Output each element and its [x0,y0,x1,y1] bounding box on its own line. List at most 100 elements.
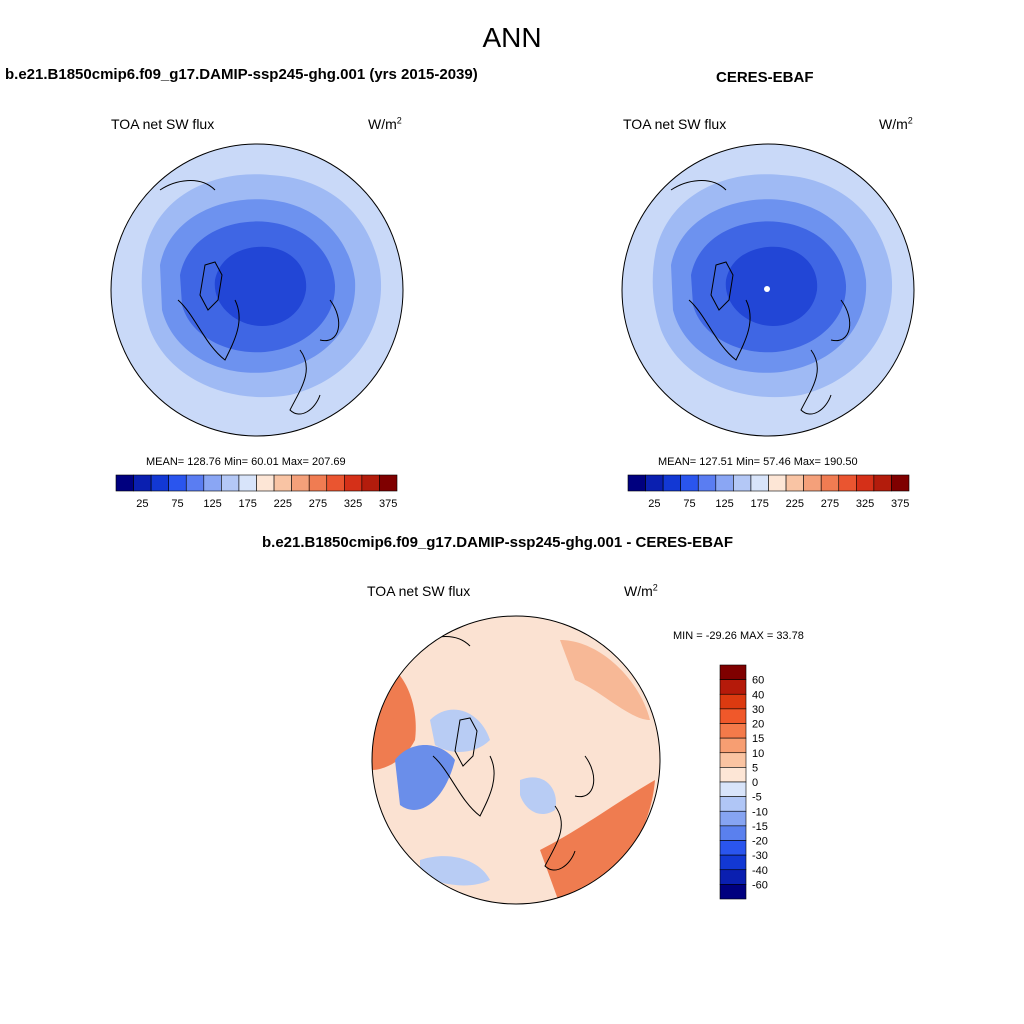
panel-3-variable-label: TOA net SW flux [367,583,471,599]
colorbar-tick-label: -40 [752,865,768,877]
colorbar-tick-label: 5 [752,762,758,774]
colorbar-swatch [719,884,747,900]
colorbar-tick-label: 10 [752,748,764,760]
colorbar-tick-label: -5 [752,792,762,804]
colorbar-swatch [873,474,892,492]
colorbar-panel-1 [115,474,398,492]
colorbar-swatch [291,474,310,492]
colorbar-tick-label: 175 [751,498,769,510]
panel-1-stats: MEAN= 128.76 Min= 60.01 Max= 207.69 [146,456,346,468]
colorbar-swatch [719,723,747,739]
main-title: ANN [482,22,542,53]
colorbar-swatch [379,474,398,492]
colorbar-tick-label: 40 [752,689,764,701]
colorbar-swatch [719,840,747,856]
colorbar-swatch [768,474,787,492]
colorbar-swatch [719,825,747,841]
colorbar-tick-label: 60 [752,675,764,687]
colorbar-tick-label: 25 [136,498,148,510]
colorbar-swatch [662,474,681,492]
colorbar-tick-label: 15 [752,733,764,745]
panel-3-stats: MIN = -29.26 MAX = 33.78 [673,630,804,642]
colorbar-tick-label: 275 [309,498,327,510]
colorbar-swatch [838,474,857,492]
colorbar-swatch [361,474,380,492]
colorbar-tick-label: 125 [715,498,733,510]
colorbar-swatch [115,474,134,492]
colorbar-swatch [719,854,747,871]
polar-map-difference [372,616,660,904]
polar-map-model [111,144,403,436]
colorbar-tick-label: 375 [379,498,397,510]
colorbar-tick-label: 0 [752,777,758,789]
colorbar-swatch [719,737,747,754]
colorbar-swatch [185,474,205,492]
colorbar-swatch [719,679,747,695]
colorbar-swatch [203,474,222,492]
panel-1-title: b.e21.B1850cmip6.f09_g17.DAMIP-ssp245-gh… [5,66,478,83]
panel-1-variable-label: TOA net SW flux [111,116,215,132]
panel-1-units: W/m2 [368,115,402,132]
colorbar-swatch [891,474,910,492]
map-2-boundary [621,143,915,437]
colorbar-swatch [733,474,752,492]
map-3-boundary [371,615,661,905]
colorbar-swatch [719,810,747,827]
colorbar-panel-3 [719,664,747,900]
panel-2-variable-label: TOA net SW flux [623,116,727,132]
map-1-boundary [110,143,404,437]
colorbar-swatch [697,474,717,492]
colorbar-swatch [719,752,747,768]
colorbar-panel-2 [627,474,910,492]
colorbar-tick-label: 325 [856,498,874,510]
panel-2-stats: MEAN= 127.51 Min= 57.46 Max= 190.50 [658,456,858,468]
colorbar-tick-label: 375 [891,498,909,510]
colorbar-swatch [273,474,292,492]
panel-2-units: W/m2 [879,115,913,132]
colorbar-swatch [150,474,169,492]
colorbar-tick-label: 275 [821,498,839,510]
panel-2-title: CERES-EBAF [716,69,814,86]
colorbar-swatch [238,474,257,492]
polar-map-observed [622,144,914,436]
colorbar-swatch [308,474,328,492]
colorbar-tick-label: 75 [683,498,695,510]
colorbar-tick-label: -30 [752,850,768,862]
colorbar-swatch [680,474,699,492]
colorbar-tick-label: 175 [239,498,257,510]
colorbar-swatch [168,474,187,492]
colorbar-panel-3-ticks: 60 40 30 20 15 10 5 0 -5 -10 -15 -20 -30 -40 -60 [752,675,768,892]
colorbar-tick-label: 25 [648,498,660,510]
colorbar-tick-label: -20 [752,836,768,848]
colorbar-tick-label: 30 [752,704,764,716]
colorbar-panel-2-ticks: 25 75 125 175 225 275 325 375 [648,498,909,510]
colorbar-swatch [719,664,747,680]
colorbar-swatch [645,474,664,492]
colorbar-swatch [719,693,747,710]
colorbar-tick-label: 325 [344,498,362,510]
colorbar-swatch [256,474,275,492]
colorbar-swatch [221,474,240,492]
colorbar-swatch [719,708,747,724]
colorbar-swatch [719,767,747,783]
colorbar-tick-label: 20 [752,719,764,731]
colorbar-swatch [344,474,363,492]
colorbar-swatch [820,474,840,492]
colorbar-swatch [803,474,822,492]
colorbar-swatch [719,796,747,812]
colorbar-swatch [326,474,345,492]
colorbar-panel-1-ticks: 25 75 125 175 225 275 325 375 [136,498,397,510]
colorbar-tick-label: 75 [171,498,183,510]
colorbar-tick-label: -15 [752,821,768,833]
colorbar-swatch [133,474,152,492]
colorbar-tick-label: -60 [752,879,768,891]
panel-3-units: W/m2 [624,582,658,599]
colorbar-tick-label: -10 [752,806,768,818]
colorbar-swatch [750,474,769,492]
panel-3-title: b.e21.B1850cmip6.f09_g17.DAMIP-ssp245-gh… [262,534,733,551]
colorbar-swatch [627,474,646,492]
colorbar-swatch [856,474,875,492]
colorbar-swatch [785,474,804,492]
colorbar-swatch [715,474,734,492]
